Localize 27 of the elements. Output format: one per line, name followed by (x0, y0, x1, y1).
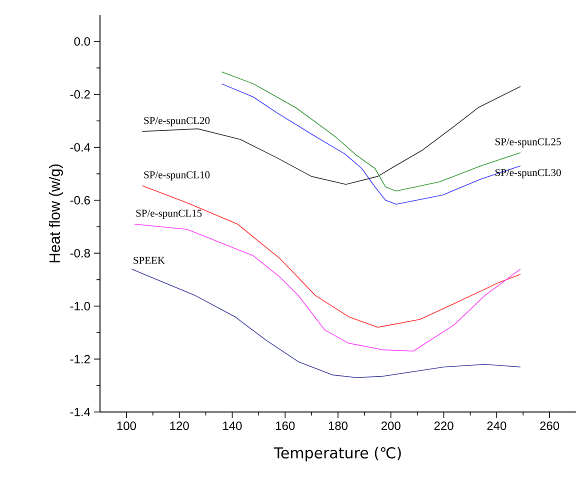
line-series (134, 224, 521, 352)
y-tick-label: -1.2 (70, 354, 90, 364)
line-series (131, 268, 521, 378)
y-tick-label: -1.4 (70, 408, 90, 416)
x-tick-label: 180 (328, 422, 348, 430)
y-tick-label: -1.0 (70, 302, 90, 310)
series-label: SP/e-spunCL10 (144, 171, 210, 180)
series-label: SP/e-spunCL30 (495, 169, 561, 178)
series-label: SP/e-spunCL25 (495, 138, 561, 148)
series-label: SP/e-spunCL15 (136, 210, 202, 219)
y-tick-label: -0.8 (70, 248, 90, 258)
y-tick-label: 0.0 (74, 37, 90, 46)
x-tick-label: 120 (170, 422, 189, 430)
x-axis-title: Temperature (℃) (274, 446, 401, 462)
x-tick-label: 240 (487, 422, 506, 430)
x-tick-label: 200 (381, 422, 400, 430)
x-tick-label: 100 (117, 422, 136, 430)
x-tick-label: 140 (223, 422, 242, 430)
x-tick-label: 160 (276, 422, 295, 430)
y-tick-label: -0.6 (70, 196, 90, 205)
y-axis-title: Heat flow (w/g) (48, 164, 63, 262)
y-tick-label: -0.2 (70, 90, 90, 99)
x-tick-label: 220 (434, 422, 454, 430)
y-tick-label: -0.4 (70, 143, 90, 152)
x-tick-label: 260 (540, 422, 560, 430)
series-label: SP/e-spunCL20 (144, 117, 210, 126)
series-label: SPEEK (134, 256, 165, 264)
